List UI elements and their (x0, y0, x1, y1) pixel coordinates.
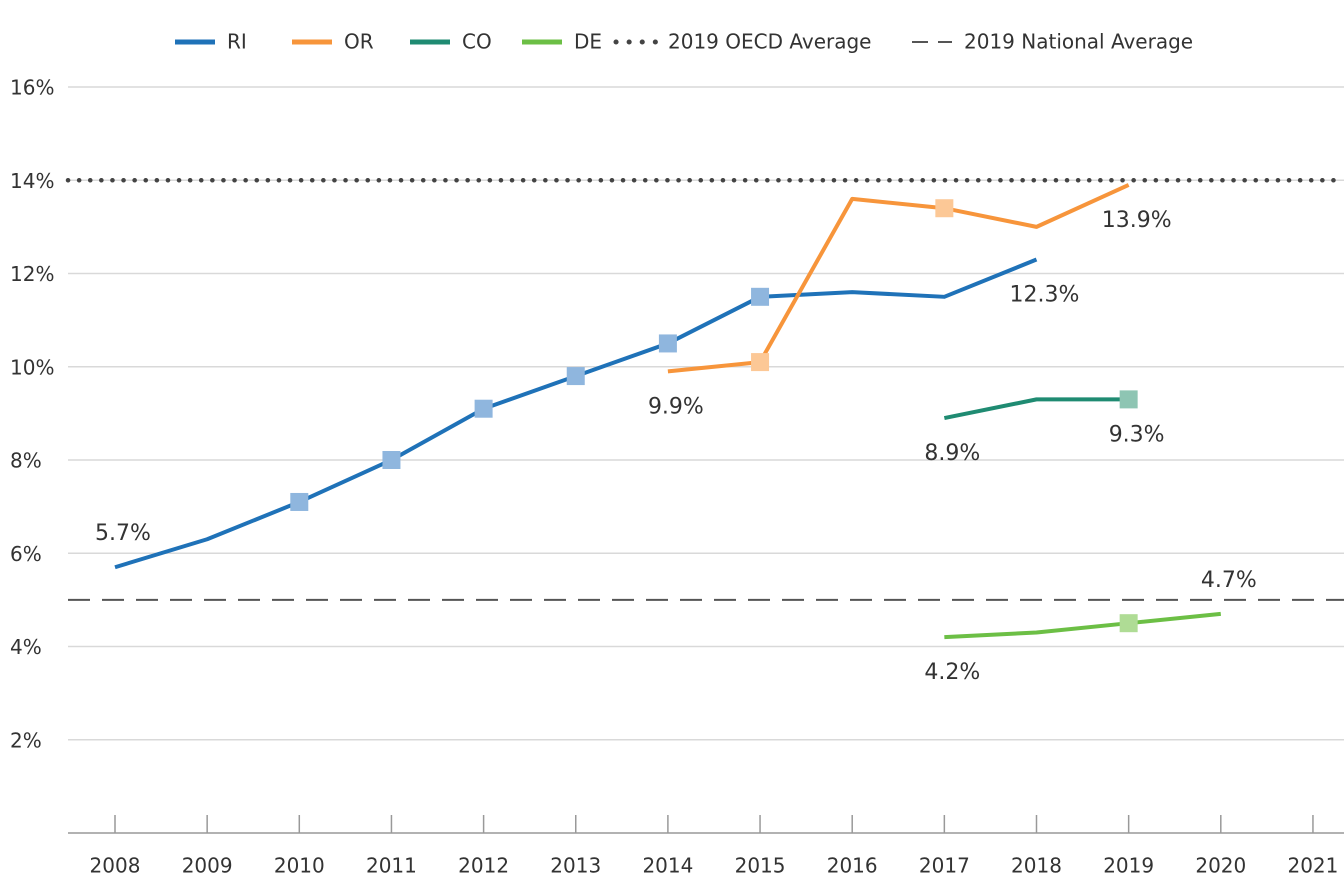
x-tick-label: 2021 (1287, 854, 1338, 878)
marker (658, 334, 677, 353)
y-tick-label: 14% (10, 169, 54, 193)
y-tick-label: 16% (10, 76, 54, 100)
x-tick-label: 2018 (1011, 854, 1062, 878)
x-tick-label: 2014 (642, 854, 693, 878)
x-tick-label: 2017 (919, 854, 970, 878)
legend-label: CO (462, 30, 492, 54)
x-tick-label: 2011 (366, 854, 417, 878)
x-tick-label: 2015 (735, 854, 786, 878)
x-tick-label: 2019 (1103, 854, 1154, 878)
data-label: 9.9% (648, 394, 704, 419)
x-tick-label: 2010 (274, 854, 325, 878)
y-tick-label: 6% (10, 542, 42, 566)
x-tick-label: 2009 (182, 854, 233, 878)
marker (751, 287, 770, 306)
x-tick-label: 2008 (90, 854, 141, 878)
legend-label: OR (344, 30, 374, 54)
y-tick-label: 10% (10, 355, 54, 379)
data-label: 4.7% (1201, 568, 1257, 593)
y-tick-label: 8% (10, 449, 42, 473)
y-tick-label: 2% (10, 728, 42, 752)
x-tick-label: 2012 (458, 854, 509, 878)
data-label: 13.9% (1102, 208, 1172, 233)
data-label: 4.2% (924, 660, 980, 685)
legend-label: RI (227, 30, 247, 54)
marker (751, 353, 770, 372)
marker (474, 399, 493, 418)
marker (1119, 614, 1138, 633)
marker (290, 492, 309, 511)
x-tick-label: 2013 (550, 854, 601, 878)
marker (382, 451, 401, 469)
series-line (114, 257, 1038, 570)
marker (1119, 390, 1138, 409)
data-label: 12.3% (1010, 283, 1080, 308)
series-line (943, 397, 1129, 420)
series-line (667, 183, 1130, 374)
legend-label: 2019 National Average (964, 30, 1193, 54)
y-tick-label: 12% (10, 262, 54, 286)
marker (566, 367, 585, 386)
x-tick-label: 2020 (1195, 854, 1246, 878)
data-label: 8.9% (924, 441, 980, 466)
data-label: 9.3% (1109, 422, 1165, 447)
series-line (944, 611, 1222, 640)
marker (935, 199, 954, 218)
legend-label: 2019 OECD Average (668, 30, 872, 54)
data-label: 5.7% (95, 521, 151, 546)
legend-label: DE (574, 30, 602, 54)
x-tick-label: 2016 (827, 854, 878, 878)
y-tick-label: 4% (10, 635, 42, 659)
